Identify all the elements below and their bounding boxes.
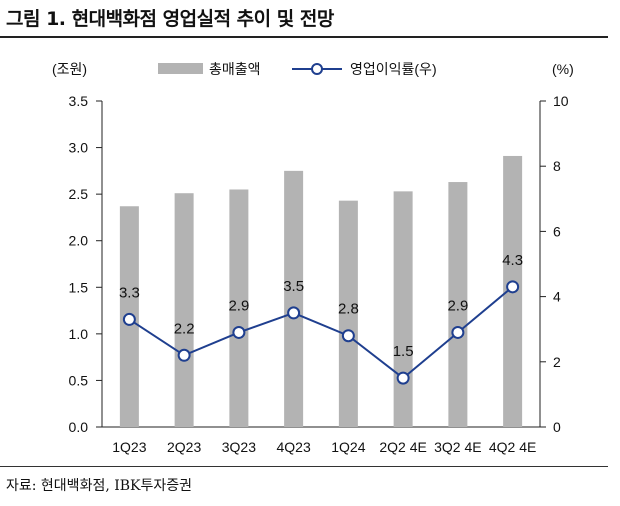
bar-total-sales-1Q24 bbox=[338, 200, 358, 427]
margin-point-3Q23 bbox=[232, 325, 246, 339]
margin-point-3Q24E bbox=[451, 325, 465, 339]
right-tick-label: 6 bbox=[553, 223, 561, 239]
x-category-label: 3Q23 bbox=[222, 439, 256, 455]
legend-line-label: 영업이익률(우) bbox=[350, 61, 437, 77]
right-tick-label: 8 bbox=[553, 158, 561, 174]
legend-line-marker bbox=[311, 63, 323, 75]
x-category-label: 4Q2 4E bbox=[489, 439, 536, 455]
bottom-rule bbox=[0, 466, 608, 467]
x-category-label: 3Q2 4E bbox=[434, 439, 481, 455]
margin-data-label-2Q24E: 1.5 bbox=[393, 343, 414, 360]
top-rule bbox=[0, 36, 608, 38]
bar-total-sales-3Q23 bbox=[229, 189, 249, 427]
right-tick-label: 0 bbox=[553, 419, 561, 435]
x-category-label: 2Q2 4E bbox=[379, 439, 426, 455]
bar-total-sales-2Q24E bbox=[393, 191, 413, 427]
left-tick-label: 2.5 bbox=[69, 186, 89, 202]
left-tick-label: 1.5 bbox=[69, 279, 89, 295]
source-note: 자료: 현대백화점, IBK투자증권 bbox=[6, 478, 193, 494]
left-tick-label: 2.0 bbox=[69, 233, 89, 249]
margin-point-1Q24 bbox=[341, 329, 355, 343]
operating-margin-line bbox=[128, 286, 514, 380]
margin-point-2Q24E bbox=[396, 371, 410, 385]
bar-total-sales-3Q24E bbox=[448, 182, 468, 427]
x-category-label: 2Q23 bbox=[167, 439, 201, 455]
x-category-label: 4Q23 bbox=[277, 439, 311, 455]
margin-data-label-4Q23: 3.5 bbox=[283, 278, 304, 295]
margin-data-label-1Q24: 2.8 bbox=[338, 301, 359, 318]
left-tick-label: 0.5 bbox=[69, 372, 89, 388]
margin-data-label-3Q23: 2.9 bbox=[228, 297, 249, 314]
left-tick-label: 1.0 bbox=[69, 326, 89, 342]
legend-bar-label: 총매출액 bbox=[209, 61, 261, 77]
figure-title: 그림 1. 현대백화점 영업실적 추이 및 전망 bbox=[6, 8, 334, 30]
margin-data-label-1Q23: 3.3 bbox=[119, 284, 140, 301]
left-tick-label: 3.0 bbox=[69, 140, 89, 156]
margin-data-label-3Q24E: 2.9 bbox=[447, 297, 468, 314]
margin-point-4Q24E bbox=[506, 280, 520, 294]
right-axis-unit-label: (%) bbox=[552, 61, 574, 77]
left-tick-label: 0.0 bbox=[69, 419, 89, 435]
left-tick-label: 3.5 bbox=[69, 93, 89, 109]
right-tick-label: 4 bbox=[553, 289, 561, 305]
margin-data-label-4Q24E: 4.3 bbox=[502, 252, 523, 269]
x-category-label: 1Q23 bbox=[112, 439, 146, 455]
bar-total-sales-4Q23 bbox=[284, 170, 304, 427]
right-tick-label: 2 bbox=[553, 354, 561, 370]
x-category-label: 1Q24 bbox=[331, 439, 365, 455]
margin-data-label-2Q23: 2.2 bbox=[174, 320, 195, 337]
margin-point-4Q23 bbox=[287, 306, 301, 320]
margin-point-1Q23 bbox=[122, 312, 136, 326]
right-tick-label: 10 bbox=[553, 93, 569, 109]
left-axis-unit-label: (조원) bbox=[52, 61, 87, 77]
legend-bar-swatch bbox=[158, 63, 203, 74]
bar-total-sales-2Q23 bbox=[174, 193, 194, 427]
margin-point-2Q23 bbox=[177, 348, 191, 362]
